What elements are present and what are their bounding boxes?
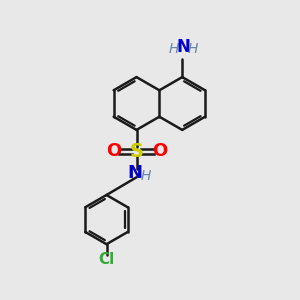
Text: N: N — [128, 164, 143, 182]
Text: H: H — [169, 42, 179, 56]
Text: Cl: Cl — [98, 252, 114, 267]
Text: H: H — [188, 42, 198, 56]
Text: O: O — [106, 142, 121, 160]
Text: O: O — [152, 142, 167, 160]
Text: H: H — [140, 169, 151, 182]
Text: N: N — [176, 38, 190, 56]
Text: S: S — [130, 142, 143, 161]
